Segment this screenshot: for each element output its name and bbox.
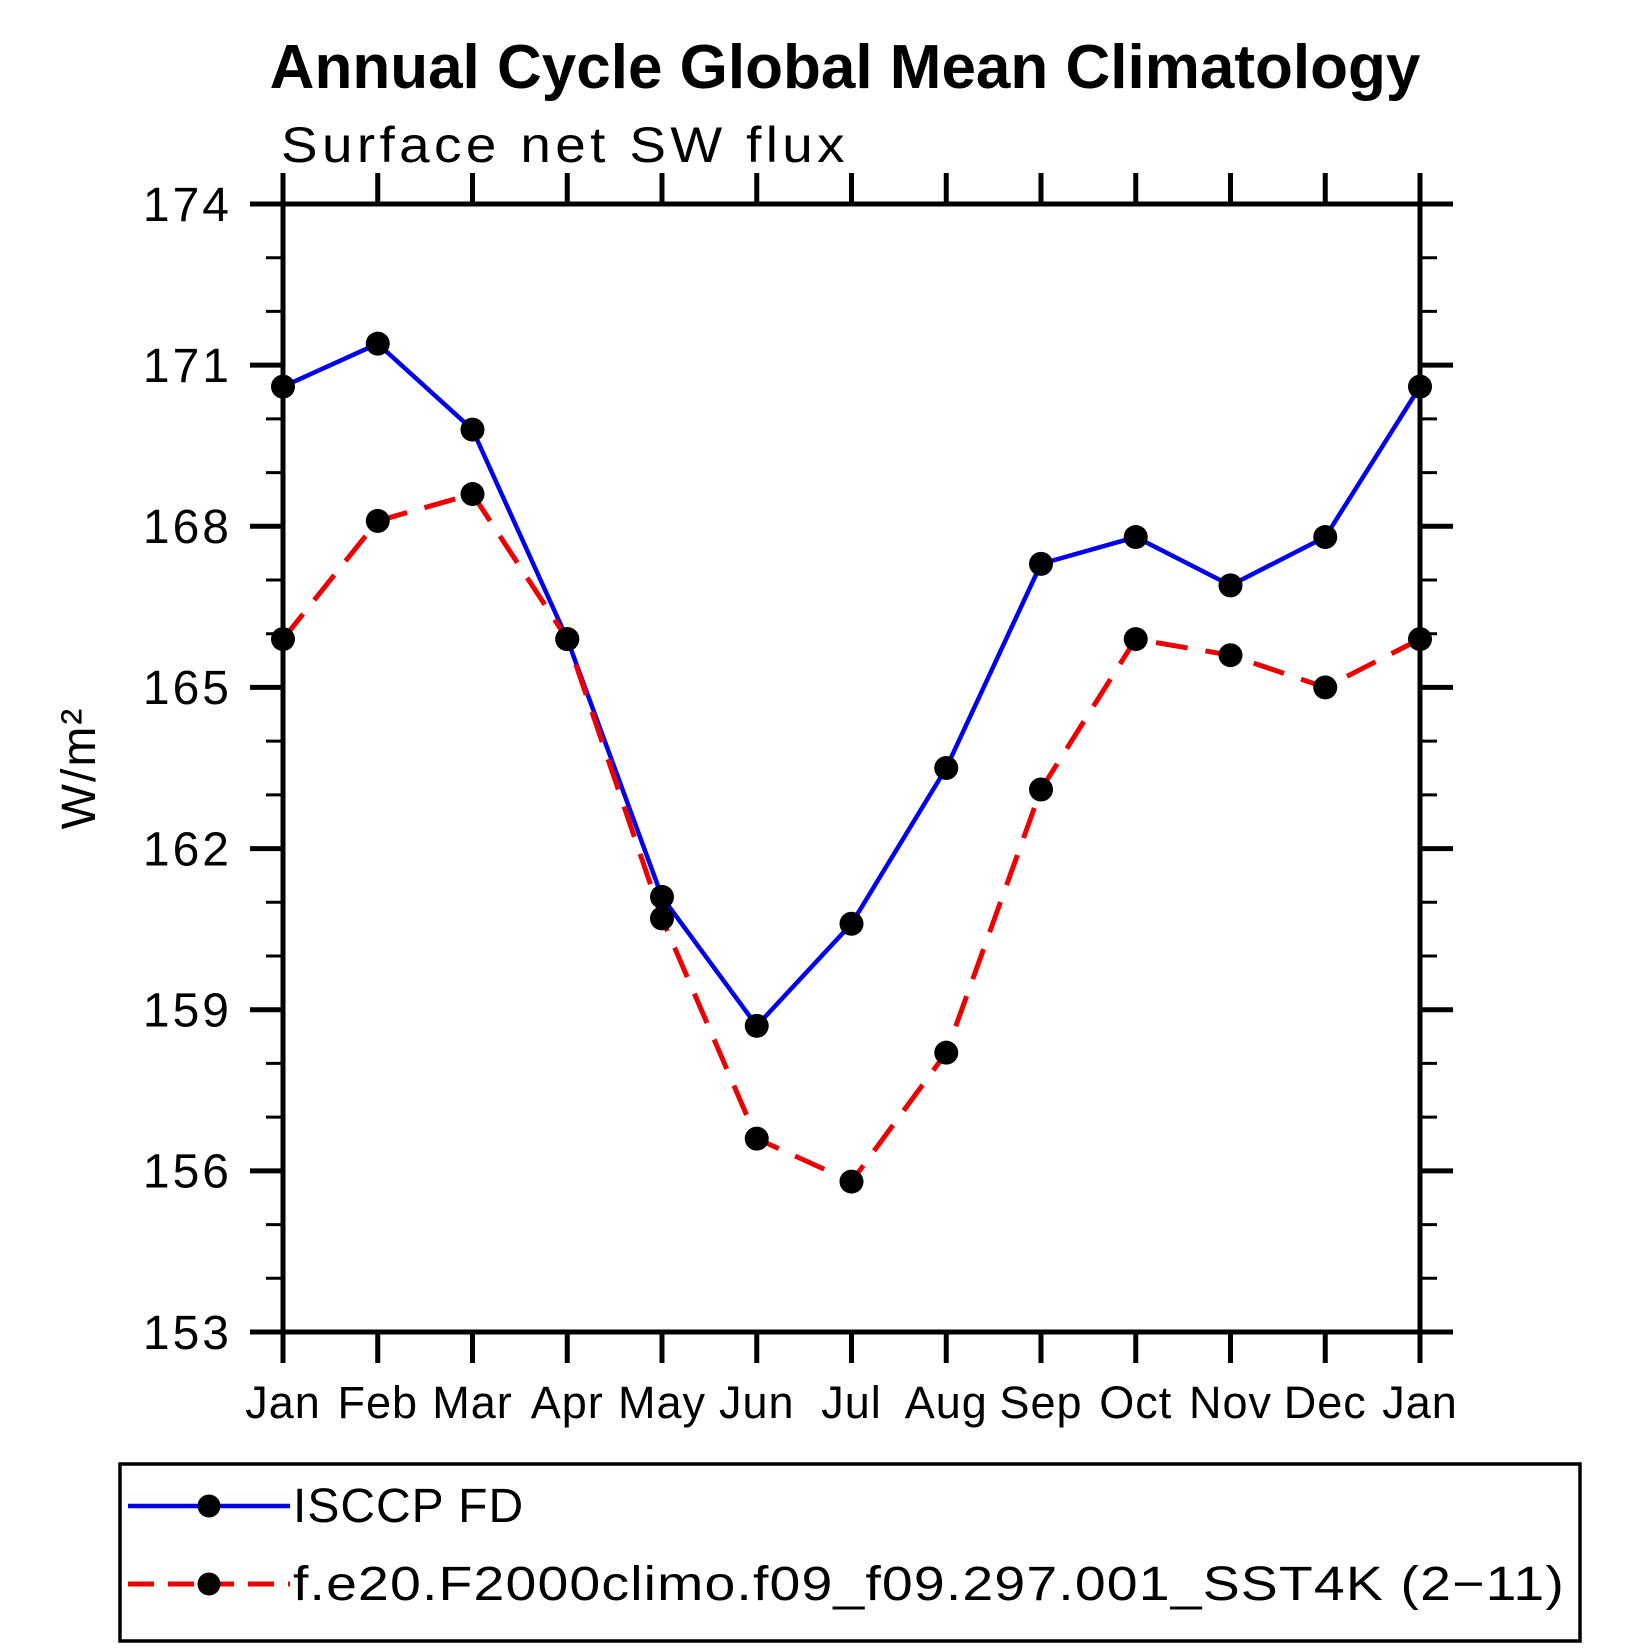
x-tick-label: Jan <box>1382 1377 1458 1428</box>
data-point-s1-Jan-12 <box>1408 627 1432 652</box>
y-tick-label: 162 <box>143 823 232 876</box>
legend-marker-dot <box>197 1572 221 1596</box>
legend-label-model: f.e20.F2000climo.f09_f09.297.001_SST4K (… <box>293 1558 1565 1611</box>
x-tick-label: Sep <box>999 1377 1082 1428</box>
data-point-s1-Jan-0 <box>271 627 295 652</box>
x-tick-label: Jul <box>821 1377 882 1428</box>
x-tick-label: Apr <box>531 1377 604 1428</box>
data-point-s0-Nov-10 <box>1218 573 1243 598</box>
chart-title: Annual Cycle Global Mean Climatology <box>270 33 1421 102</box>
data-point-s0-Feb-1 <box>365 331 390 356</box>
data-point-s0-Dec-11 <box>1313 525 1338 550</box>
plot-frame <box>280 201 1423 1335</box>
x-tick-label: Jun <box>719 1377 795 1428</box>
legend-entry-isccp: ISCCP FD <box>128 1480 524 1533</box>
data-point-s0-Jul-6 <box>839 911 864 936</box>
y-axis-label: W/m² <box>53 707 106 830</box>
legend: ISCCP FD f.e20.F2000climo.f09_f09.297.00… <box>118 1462 1582 1643</box>
data-point-s0-Oct-9 <box>1123 525 1148 550</box>
data-point-s0-Jan-12 <box>1408 374 1432 399</box>
data-point-s1-Dec-11 <box>1313 675 1338 700</box>
chart-subtitle: Surface net SW flux <box>281 117 849 173</box>
data-point-s0-Sep-8 <box>1029 551 1053 576</box>
x-tick-label: Dec <box>1284 1377 1367 1428</box>
y-tick-label: 165 <box>143 662 232 715</box>
y-axis-ticks: 153 156 159 162 165 168 171 174 <box>143 179 1453 1360</box>
data-point-s0-May-4 <box>650 884 674 909</box>
series-line-1 <box>281 491 1422 1185</box>
x-axis-ticks: Jan Feb Mar Apr May Jun Jul Aug Sep Oct Nov Dec Jan <box>245 173 1458 1428</box>
data-point-s0-Jan-0 <box>271 374 295 399</box>
legend-entry-model: f.e20.F2000climo.f09_f09.297.001_SST4K (… <box>128 1558 1565 1611</box>
data-point-s0-Jun-5 <box>744 1013 769 1038</box>
data-point-s0-Aug-7 <box>934 756 959 780</box>
data-point-s1-Oct-9 <box>1123 627 1148 652</box>
data-point-s1-May-4 <box>650 906 674 931</box>
x-tick-label: Nov <box>1189 1377 1272 1428</box>
x-tick-label: Mar <box>432 1377 513 1428</box>
y-tick-label: 159 <box>143 985 232 1038</box>
y-tick-label: 168 <box>143 501 232 554</box>
x-tick-label: Jan <box>245 1377 321 1428</box>
data-point-s1-Nov-10 <box>1218 643 1243 668</box>
x-tick-label: Feb <box>337 1377 418 1428</box>
legend-label-isccp: ISCCP FD <box>293 1480 524 1533</box>
data-point-s1-Apr-3 <box>555 627 580 652</box>
data-point-s1-Mar-2 <box>460 482 485 507</box>
y-tick-label: 156 <box>143 1146 232 1199</box>
y-tick-label: 174 <box>143 179 232 232</box>
legend-box <box>118 1462 1582 1643</box>
data-point-s1-Feb-1 <box>365 508 390 533</box>
x-tick-label: May <box>618 1377 706 1428</box>
y-tick-label: 153 <box>143 1307 232 1360</box>
legend-marker-dot <box>197 1494 221 1518</box>
data-point-s1-Jul-6 <box>839 1169 864 1194</box>
data-point-s1-Sep-8 <box>1029 777 1053 802</box>
data-series <box>271 331 1432 1194</box>
data-point-s1-Jun-5 <box>744 1126 769 1151</box>
x-tick-label: Oct <box>1099 1377 1172 1428</box>
y-tick-label: 171 <box>143 340 232 393</box>
data-point-s0-Mar-2 <box>460 417 485 442</box>
data-point-s1-Aug-7 <box>934 1040 959 1065</box>
x-tick-label: Aug <box>905 1377 988 1428</box>
